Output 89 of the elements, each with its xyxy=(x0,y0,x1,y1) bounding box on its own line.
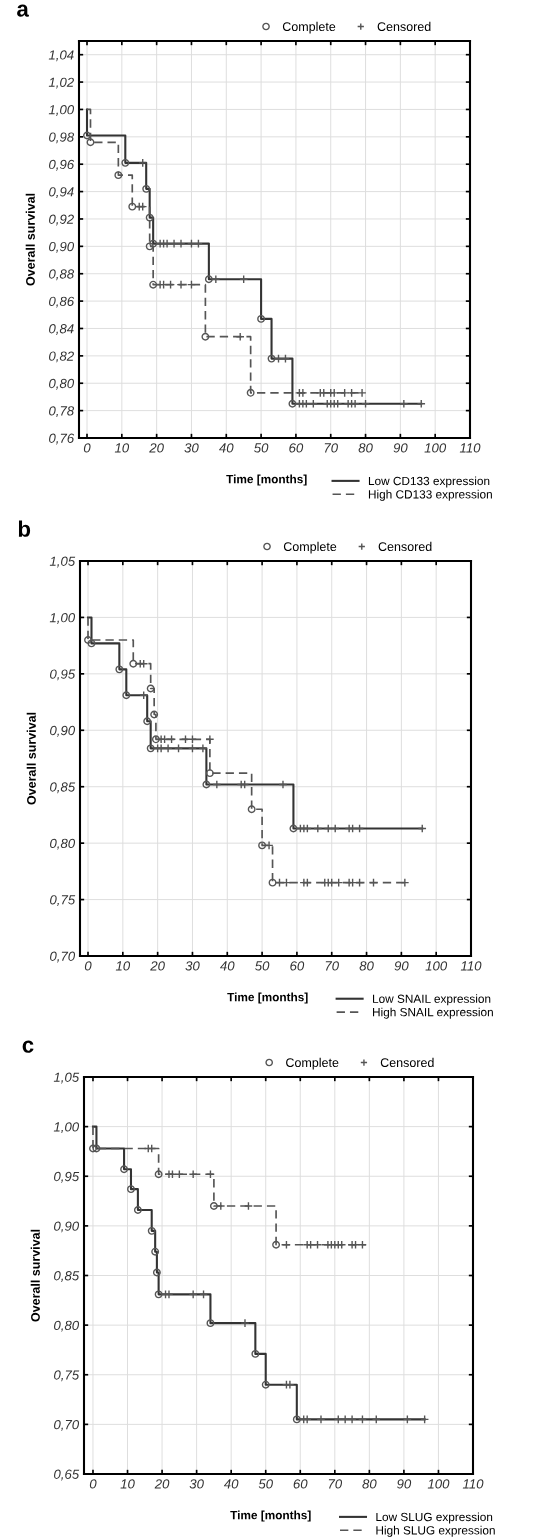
x-tick-label: 80 xyxy=(359,961,374,971)
y-tick-label: 0,96 xyxy=(49,159,75,171)
y-tick-label: 0,70 xyxy=(54,1419,80,1431)
x-tick-label: 100 xyxy=(427,1479,450,1489)
y-tick-label: 0,85 xyxy=(50,782,76,794)
x-tick-label: 30 xyxy=(184,443,199,453)
legend-label: Censored xyxy=(378,541,432,552)
y-tick-label: 0,65 xyxy=(54,1469,80,1481)
x-tick-label: 20 xyxy=(154,1479,170,1489)
x-tick-label: 70 xyxy=(325,961,339,971)
y-tick-label: 0,75 xyxy=(54,1370,80,1382)
y-tick-label: 1,05 xyxy=(49,556,76,568)
y-tick-label: 0,80 xyxy=(54,1320,80,1332)
y-tick-label: 0,95 xyxy=(50,669,76,681)
legend-label: Low SLUG expression xyxy=(376,1512,493,1524)
y-tick-label: 0,80 xyxy=(50,838,76,850)
x-tick-label: 60 xyxy=(290,961,305,971)
legend-label: Complete xyxy=(283,541,337,554)
legend-label: High SLUG expression xyxy=(376,1525,495,1537)
x-tick-label: 60 xyxy=(289,443,304,453)
x-tick-label: 90 xyxy=(393,443,408,453)
legend-label: High CD133 expression xyxy=(368,489,492,501)
y-tick-label: 0,82 xyxy=(49,351,74,363)
y-tick-label: 0,92 xyxy=(49,214,74,226)
x-tick-label: 20 xyxy=(150,961,165,971)
x-tick-label: 40 xyxy=(219,443,234,453)
x-tick-label: 110 xyxy=(460,961,482,971)
x-tick-label: 30 xyxy=(189,1479,204,1489)
x-axis-title: Time [months] xyxy=(230,1510,311,1522)
x-tick-label: 10 xyxy=(115,961,131,971)
y-tick-label: 0,90 xyxy=(49,241,75,253)
legend-label: Censored xyxy=(377,21,431,32)
x-axis-title: Time [months] xyxy=(227,992,308,1004)
x-tick-label: 10 xyxy=(114,443,130,453)
x-tick-label: 0 xyxy=(89,1479,97,1489)
y-tick-label: 1,00 xyxy=(48,105,75,116)
y-tick-label: 0,98 xyxy=(49,132,75,144)
legend-label: Low CD133 expression xyxy=(368,476,490,488)
legend-label: Complete xyxy=(286,1057,339,1070)
x-tick-label: 50 xyxy=(258,1479,273,1489)
x-tick-label: 30 xyxy=(185,961,200,971)
x-tick-label: 50 xyxy=(254,443,269,453)
x-tick-label: 10 xyxy=(120,1479,135,1489)
x-tick-label: 90 xyxy=(394,961,409,971)
y-tick-label: 0,85 xyxy=(54,1271,80,1282)
x-tick-label: 90 xyxy=(397,1479,412,1489)
x-tick-label: 0 xyxy=(84,961,92,971)
x-tick-label: 0 xyxy=(83,443,91,453)
y-tick-label: 0,94 xyxy=(49,187,74,199)
x-tick-label: 40 xyxy=(223,1479,239,1489)
y-tick-label: 0,90 xyxy=(54,1221,80,1233)
x-tick-label: 110 xyxy=(459,443,481,453)
y-tick-label: 0,80 xyxy=(49,378,75,390)
y-tick-label: 1,02 xyxy=(48,77,74,89)
y-axis-title: Overall survival xyxy=(25,193,35,286)
x-tick-label: 80 xyxy=(358,443,373,453)
x-tick-label: 100 xyxy=(425,961,448,971)
chart-title: c xyxy=(22,1040,34,1053)
y-tick-label: 0,84 xyxy=(49,324,74,335)
y-axis-title: Overall survival xyxy=(26,712,36,805)
x-tick-label: 80 xyxy=(362,1479,377,1489)
legend-label: Censored xyxy=(380,1057,434,1068)
chart-title: a xyxy=(17,4,29,17)
x-tick-label: 70 xyxy=(324,443,338,453)
chart-title: b xyxy=(18,520,31,537)
x-tick-label: 40 xyxy=(220,961,235,971)
x-tick-label: 60 xyxy=(293,1479,308,1489)
x-tick-label: 20 xyxy=(149,443,164,453)
legend-label: High SNAIL expression xyxy=(373,1007,493,1019)
y-tick-label: 0,90 xyxy=(50,725,76,737)
legend-label: Low SNAIL expression xyxy=(373,994,491,1006)
x-tick-label: 50 xyxy=(255,961,270,971)
y-tick-label: 0,88 xyxy=(49,269,75,281)
y-tick-label: 1,00 xyxy=(53,1122,80,1134)
y-tick-label: 0,86 xyxy=(49,296,75,308)
y-tick-label: 0,75 xyxy=(50,895,76,907)
x-axis-title: Time [months] xyxy=(226,474,307,486)
y-tick-label: 0,95 xyxy=(54,1171,80,1183)
y-tick-label: 1,04 xyxy=(48,50,74,62)
y-tick-label: 1,00 xyxy=(49,613,76,624)
y-axis-title: Overall survival xyxy=(30,1229,40,1322)
legend-label: Complete xyxy=(282,21,336,34)
y-tick-label: 1,05 xyxy=(53,1072,80,1084)
x-tick-label: 70 xyxy=(328,1479,343,1489)
y-tick-label: 0,70 xyxy=(50,951,76,963)
y-tick-label: 0,78 xyxy=(49,406,75,418)
y-tick-label: 0,76 xyxy=(49,433,75,445)
x-tick-label: 110 xyxy=(462,1479,484,1489)
x-tick-label: 100 xyxy=(424,443,447,453)
